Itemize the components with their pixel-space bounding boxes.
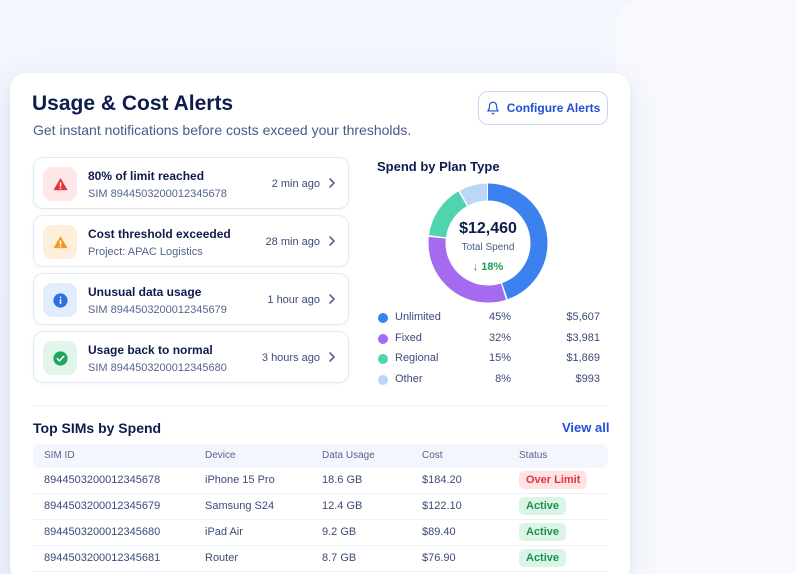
legend-amount: $1,869: [566, 352, 600, 364]
alert-subtitle: SIM 8944503200012345679: [88, 304, 227, 316]
table-header: SIM ID Device Data Usage Cost Status: [33, 444, 608, 468]
table-row[interactable]: 8944503200012345679 Samsung S24 12.4 GB $12…: [33, 494, 608, 520]
configure-alerts-label: Configure Alerts: [506, 101, 601, 115]
column-header: Device: [205, 450, 236, 461]
legend-amount: $3,981: [566, 332, 600, 344]
cell-cost: $122.10: [422, 500, 462, 512]
status-badge: Active: [519, 497, 567, 515]
alert-subtitle: SIM 8944503200012345678: [88, 188, 227, 200]
alert-icon-box: [43, 225, 77, 259]
alert-icon-box: [43, 283, 77, 317]
legend-percent: 45%: [488, 311, 511, 323]
legend-name: Other: [395, 373, 423, 385]
warning-triangle-icon: [52, 235, 68, 248]
alert-icon-box: [43, 341, 77, 375]
background-shape: [616, 0, 796, 574]
cell-sim: 8944503200012345679: [44, 500, 161, 512]
table-row[interactable]: 8944503200012345680 iPad Air 9.2 GB $89.40 A…: [33, 520, 608, 546]
legend-amount: $5,607: [566, 311, 600, 323]
legend-percent: 15%: [488, 352, 511, 364]
status-badge: Active: [519, 523, 567, 541]
legend-row: Other 8% $993: [378, 372, 600, 388]
cell-device: Samsung S24: [205, 500, 275, 512]
column-header: Cost: [422, 450, 443, 461]
donut-slice-unlimited: [428, 183, 548, 303]
alert-item[interactable]: 80% of limit reached SIM 8944503200012345…: [33, 157, 349, 209]
total-spend-value: $12,460: [459, 220, 517, 237]
spend-title: Spend by Plan Type: [377, 159, 500, 174]
divider: [33, 405, 608, 406]
legend-dot: [378, 354, 388, 364]
alert-time: 1 hour ago: [267, 294, 320, 306]
legend-name: Regional: [395, 352, 439, 364]
total-spend-label: Total Spend: [461, 242, 515, 253]
alert-time: 2 min ago: [271, 178, 320, 190]
page-subtitle: Get instant notifications before costs e…: [33, 122, 412, 138]
alert-icon-box: [43, 167, 77, 201]
cell-device: iPad Air: [205, 526, 243, 538]
legend-percent: 32%: [488, 332, 511, 344]
table-row[interactable]: 8944503200012345678 iPhone 15 Pro 18.6 GB $…: [33, 468, 608, 494]
cell-usage: 9.2 GB: [322, 526, 357, 538]
alert-title: Cost threshold exceeded: [88, 227, 231, 241]
legend-name: Unlimited: [395, 311, 441, 323]
alert-title: Unusual data usage: [88, 285, 202, 299]
cell-cost: $184.20: [422, 474, 462, 486]
donut-center: $12,460 Total Spend ↓ 18%: [427, 182, 549, 304]
check-circle-icon: [52, 350, 68, 366]
page-title: Usage & Cost Alerts: [32, 92, 234, 115]
cell-sim: 8944503200012345678: [44, 474, 161, 486]
alert-time: 28 min ago: [265, 236, 320, 248]
alert-subtitle: Project: APAC Logistics: [88, 246, 203, 258]
alert-subtitle: SIM 8944503200012345680: [88, 362, 227, 374]
status-badge: Over Limit: [519, 471, 588, 489]
status-badge: Active: [519, 549, 567, 567]
alert-title: 80% of limit reached: [88, 169, 205, 183]
alert-time: 3 hours ago: [261, 352, 320, 364]
chevron-right-icon: [329, 236, 335, 246]
alert-title: Usage back to normal: [88, 343, 213, 357]
cell-usage: 8.7 GB: [322, 552, 357, 564]
alert-item[interactable]: Unusual data usage SIM 894450320001234567…: [33, 273, 349, 325]
legend-amount: $993: [575, 373, 600, 385]
configure-alerts-button[interactable]: Configure Alerts: [478, 91, 608, 125]
legend-dot: [378, 334, 388, 344]
cell-device: iPhone 15 Pro: [205, 474, 275, 486]
table-row[interactable]: 8944503200012345681 Router 8.7 GB $76.90 Act…: [33, 546, 608, 572]
chevron-right-icon: [329, 294, 335, 304]
bell-icon: [486, 101, 499, 115]
alert-item[interactable]: Cost threshold exceeded Project: APAC Log…: [33, 215, 349, 267]
cell-sim: 8944503200012345680: [44, 526, 161, 538]
spend-donut-chart: [428, 183, 548, 303]
cell-sim: 8944503200012345681: [44, 552, 161, 564]
cell-cost: $89.40: [422, 526, 456, 538]
legend-row: Regional 15% $1,869: [378, 351, 600, 367]
legend-row: Fixed 32% $3,981: [378, 331, 600, 347]
alert-item[interactable]: Usage back to normal SIM 8944503200012345…: [33, 331, 349, 383]
warning-triangle-icon: [52, 177, 68, 190]
chevron-right-icon: [329, 352, 335, 362]
cell-device: Router: [205, 552, 239, 564]
legend-dot: [378, 313, 388, 323]
cell-usage: 18.6 GB: [322, 474, 363, 486]
legend-dot: [378, 375, 388, 385]
column-header: SIM ID: [44, 450, 75, 461]
cell-usage: 12.4 GB: [322, 500, 363, 512]
column-header: Status: [519, 450, 548, 461]
alerts-card: Usage & Cost Alerts Get instant notifica…: [10, 73, 630, 574]
legend-row: Unlimited 45% $5,607: [378, 310, 600, 326]
info-icon: [52, 292, 68, 308]
cell-cost: $76.90: [422, 552, 456, 564]
view-all-link[interactable]: View all: [562, 420, 610, 435]
chevron-right-icon: [329, 178, 335, 188]
spend-change: ↓ 18%: [472, 261, 504, 273]
legend-name: Fixed: [395, 332, 422, 344]
donut-slice-fixed: [428, 183, 548, 303]
legend-percent: 8%: [495, 373, 511, 385]
top-sims-title: Top SIMs by Spend: [33, 420, 162, 436]
column-header: Data Usage: [322, 450, 375, 461]
